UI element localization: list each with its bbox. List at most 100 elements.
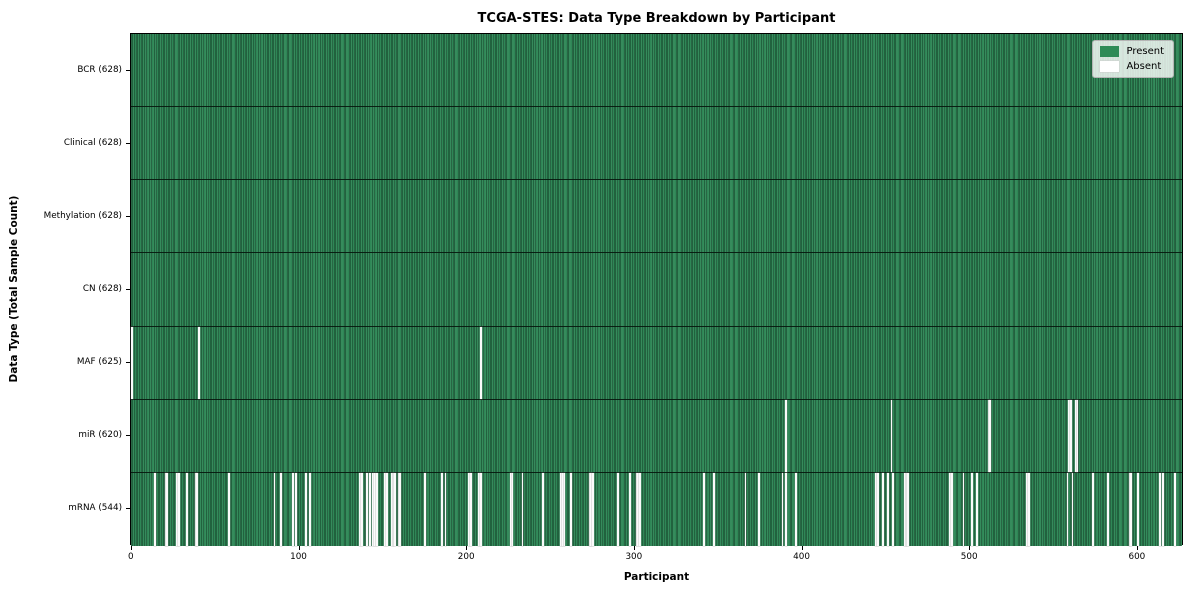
absent-stripe-mrna-388 bbox=[781, 472, 784, 546]
absent-stripe-mrna-347 bbox=[712, 472, 715, 546]
absent-stripe-mrna-596 bbox=[1130, 472, 1133, 546]
absent-stripe-mrna-256 bbox=[560, 472, 563, 546]
absent-stripe-mrna-58 bbox=[228, 472, 231, 546]
absent-stripe-mrna-273 bbox=[588, 472, 591, 546]
absent-stripe-mrna-463 bbox=[907, 472, 910, 546]
absent-stripe-mrna-144 bbox=[372, 472, 375, 546]
absent-stripe-maf-40 bbox=[198, 326, 200, 399]
absent-stripe-mrna-341 bbox=[702, 472, 705, 546]
absent-stripe-mrna-445 bbox=[877, 472, 879, 546]
absent-stripe-mrna-159 bbox=[397, 472, 400, 546]
x-tick-mark-0 bbox=[130, 546, 132, 550]
absent-stripe-mrna-187 bbox=[444, 472, 447, 546]
x-tick-mark-100 bbox=[298, 546, 300, 550]
absent-stripe-mrna-488 bbox=[949, 472, 952, 546]
absent-stripe-mrna-227 bbox=[511, 472, 514, 546]
absent-stripe-mrna-38 bbox=[194, 472, 197, 546]
x-tick-label-400: 400 bbox=[793, 552, 810, 562]
plot-area: Present Absent bbox=[130, 33, 1183, 546]
absent-stripe-mrna-208 bbox=[479, 472, 482, 546]
absent-stripe-mrna-444 bbox=[875, 472, 878, 546]
x-tick-label-600: 600 bbox=[1128, 552, 1146, 562]
absent-stripe-mir-453 bbox=[890, 399, 893, 472]
y-tick-mark-mrna bbox=[126, 508, 130, 510]
x-axis-label: Participant bbox=[623, 571, 690, 583]
x-tick-mark-200 bbox=[466, 546, 468, 550]
chart-title: TCGA-STES: Data Type Breakdown by Partic… bbox=[477, 11, 836, 26]
x-tick-mark-300 bbox=[633, 546, 635, 550]
absent-stripe-mrna-96 bbox=[291, 472, 294, 546]
absent-stripe-mrna-451 bbox=[887, 472, 889, 546]
absent-stripe-mrna-175 bbox=[424, 472, 427, 546]
absent-stripe-mrna-106 bbox=[308, 472, 311, 546]
absent-stripe-mrna-366 bbox=[744, 472, 747, 546]
absent-stripe-mrna-140 bbox=[365, 472, 368, 546]
y-tick-label-mrna: mRNA (544) bbox=[68, 503, 122, 514]
absent-stripe-mrna-89 bbox=[280, 472, 283, 546]
x-tick-mark-400 bbox=[801, 546, 803, 550]
absent-stripe-mrna-27 bbox=[176, 472, 179, 546]
y-tick-mark-clinical bbox=[126, 142, 130, 144]
absent-stripe-mrna-290 bbox=[617, 472, 620, 546]
absent-stripe-mrna-274 bbox=[590, 472, 593, 546]
absent-stripe-mrna-233 bbox=[521, 472, 524, 546]
absent-stripe-mrna-462 bbox=[905, 472, 908, 546]
x-tick-mark-500 bbox=[969, 546, 971, 550]
x-tick-mark-600 bbox=[1136, 546, 1138, 550]
absent-stripe-mrna-20 bbox=[164, 472, 167, 546]
y-tick-label-mir: miR (620) bbox=[78, 430, 122, 441]
absent-stripe-mrna-160 bbox=[399, 472, 402, 546]
legend-item-absent: Absent bbox=[1100, 61, 1164, 72]
absent-stripe-mrna-136 bbox=[359, 472, 361, 546]
absent-stripe-mrna-561 bbox=[1071, 472, 1074, 546]
x-tick-label-0: 0 bbox=[128, 552, 134, 562]
absent-stripe-mrna-137 bbox=[360, 472, 363, 546]
absent-stripe-mir-560 bbox=[1069, 399, 1072, 472]
absent-stripe-mrna-145 bbox=[374, 472, 376, 546]
absent-stripe-mrna-33 bbox=[186, 472, 189, 546]
y-tick-label-methylation: Methylation (628) bbox=[43, 210, 122, 221]
heatmap-row-maf bbox=[131, 326, 1182, 400]
absent-stripe-mrna-595 bbox=[1128, 472, 1131, 546]
absent-stripe-mir-511 bbox=[987, 399, 990, 472]
y-tick-mark-mir bbox=[126, 435, 130, 437]
absent-stripe-mrna-582 bbox=[1106, 472, 1109, 546]
absent-stripe-mrna-104 bbox=[305, 472, 308, 546]
absent-stripe-mrna-157 bbox=[394, 472, 397, 546]
absent-stripe-mrna-85 bbox=[273, 472, 276, 546]
y-tick-mark-bcr bbox=[126, 69, 130, 71]
absent-stripe-mrna-142 bbox=[369, 472, 371, 546]
absent-stripe-mrna-390 bbox=[784, 472, 787, 546]
x-tick-label-500: 500 bbox=[960, 552, 978, 562]
absent-stripe-mrna-302 bbox=[637, 472, 640, 546]
absent-stripe-maf-0 bbox=[131, 326, 133, 399]
absent-stripe-mrna-245 bbox=[541, 472, 544, 546]
absent-stripe-mir-563 bbox=[1075, 399, 1077, 472]
absent-stripe-mrna-504 bbox=[976, 472, 978, 546]
absent-stripe-mrna-461 bbox=[903, 472, 906, 546]
x-tick-label-300: 300 bbox=[625, 552, 643, 562]
absent-stripe-mrna-275 bbox=[592, 472, 594, 546]
legend-label-absent: Absent bbox=[1126, 61, 1162, 72]
absent-stripe-mrna-573 bbox=[1091, 472, 1094, 546]
absent-stripe-mir-512 bbox=[989, 399, 992, 472]
absent-stripe-mrna-14 bbox=[154, 472, 157, 546]
absent-stripe-mrna-257 bbox=[561, 472, 564, 546]
absent-stripe-mrna-303 bbox=[639, 472, 641, 546]
absent-stripe-mrna-207 bbox=[478, 472, 480, 546]
legend: Present Absent bbox=[1092, 40, 1174, 78]
absent-stripe-mrna-496 bbox=[962, 472, 965, 546]
absent-stripe-mrna-448 bbox=[882, 472, 884, 546]
heatmap-row-mrna bbox=[131, 472, 1182, 546]
absent-stripe-mrna-202 bbox=[469, 472, 472, 546]
absent-stripe-mrna-558 bbox=[1066, 472, 1069, 546]
absent-stripe-maf-208 bbox=[479, 326, 482, 399]
legend-label-present: Present bbox=[1126, 46, 1164, 57]
absent-stripe-mrna-146 bbox=[375, 472, 378, 546]
absent-stripe-mrna-39 bbox=[196, 472, 199, 546]
absent-stripe-mir-559 bbox=[1068, 399, 1071, 472]
absent-stripe-mrna-374 bbox=[758, 472, 760, 546]
heatmap-row-clinical bbox=[131, 107, 1182, 181]
absent-stripe-mrna-600 bbox=[1137, 472, 1139, 546]
